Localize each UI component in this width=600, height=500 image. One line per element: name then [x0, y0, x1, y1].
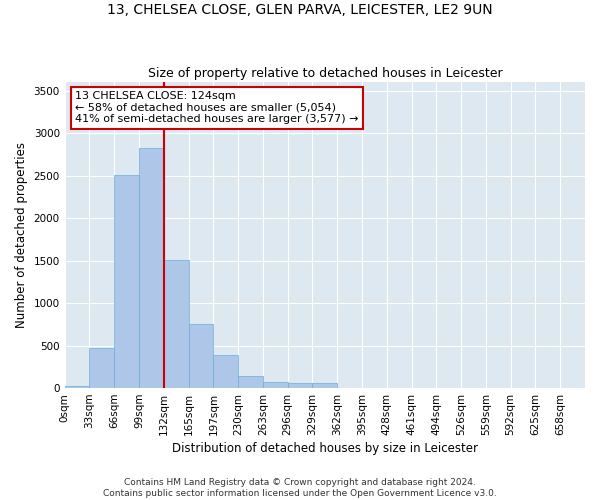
Bar: [114, 174, 139, 388]
X-axis label: Distribution of detached houses by size in Leicester: Distribution of detached houses by size …: [172, 442, 478, 455]
Bar: [188, 324, 214, 388]
Bar: [65, 386, 89, 388]
Y-axis label: Number of detached properties: Number of detached properties: [15, 142, 28, 328]
Text: 13, CHELSEA CLOSE, GLEN PARVA, LEICESTER, LE2 9UN: 13, CHELSEA CLOSE, GLEN PARVA, LEICESTER…: [107, 2, 493, 16]
Bar: [89, 348, 114, 388]
Bar: [313, 384, 337, 388]
Bar: [164, 260, 188, 388]
Bar: [238, 376, 263, 388]
Title: Size of property relative to detached houses in Leicester: Size of property relative to detached ho…: [148, 66, 502, 80]
Text: Contains HM Land Registry data © Crown copyright and database right 2024.
Contai: Contains HM Land Registry data © Crown c…: [103, 478, 497, 498]
Bar: [214, 356, 238, 388]
Bar: [263, 382, 287, 388]
Text: 13 CHELSEA CLOSE: 124sqm
← 58% of detached houses are smaller (5,054)
41% of sem: 13 CHELSEA CLOSE: 124sqm ← 58% of detach…: [75, 91, 359, 124]
Bar: [287, 384, 313, 388]
Bar: [139, 148, 164, 388]
